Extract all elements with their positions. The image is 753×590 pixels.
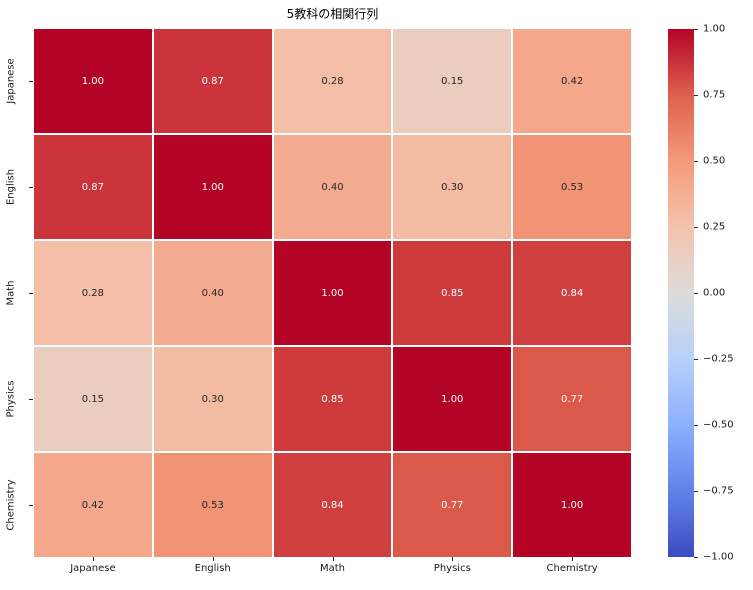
heatmap-cell: 0.28 [273, 29, 392, 133]
x-tick-mark [212, 557, 214, 561]
heatmap-cell: 0.40 [153, 241, 272, 345]
y-tick-mark [29, 81, 33, 82]
colorbar-tick-mark [694, 359, 698, 360]
heatmap-cell: 0.53 [513, 135, 631, 239]
x-tick-mark [452, 557, 454, 561]
colorbar-tick-label: 0.75 [703, 89, 726, 101]
heatmap-cell: 0.28 [34, 241, 152, 345]
y-tick-mark [29, 505, 33, 506]
colorbar-tick-mark [694, 227, 698, 228]
x-axis-label: Chemistry [546, 563, 598, 574]
heatmap-cell: 0.84 [513, 241, 631, 345]
colorbar-tick-mark [694, 95, 698, 96]
y-tick-mark [29, 399, 33, 400]
heatmap-cell: 0.40 [273, 135, 392, 239]
heatmap: 1.00 0.87 0.28 0.15 0.42 0.87 1.00 0.40 0.30 0.53… [34, 29, 631, 557]
colorbar-tick-label: 1.00 [703, 23, 726, 35]
y-axis-label: Physics [5, 380, 17, 418]
heatmap-cell: 0.85 [273, 347, 392, 451]
colorbar-tick-mark [694, 161, 698, 162]
colorbar-tick-mark [694, 293, 698, 294]
heatmap-cell: 1.00 [153, 135, 272, 239]
heatmap-cell: 0.84 [273, 453, 392, 557]
heatmap-cell: 0.30 [393, 135, 512, 239]
y-axis-label: Japanese [5, 58, 17, 104]
colorbar-tick-mark [694, 491, 698, 492]
heatmap-cell: 0.87 [34, 135, 152, 239]
heatmap-cell: 1.00 [393, 347, 512, 451]
colorbar-tick-label: 0.50 [703, 155, 726, 167]
colorbar-axis: 1.00 0.75 0.50 0.25 0.00 −0.25 −0.50 −0.75 −1.00 [694, 24, 753, 563]
colorbar-tick-label: 0.25 [703, 221, 726, 233]
x-axis-label: Physics [433, 563, 471, 574]
heatmap-cell: 0.87 [153, 29, 272, 133]
heatmap-cell: 0.42 [513, 29, 631, 133]
y-axis-label: Math [5, 280, 17, 306]
y-tick-mark [29, 293, 33, 294]
heatmap-cell: 1.00 [273, 241, 392, 345]
heatmap-cell: 1.00 [513, 453, 631, 557]
colorbar-tick-label: 0.00 [703, 287, 726, 299]
heatmap-cell: 0.30 [153, 347, 272, 451]
y-axis-label: English [5, 168, 17, 206]
colorbar [668, 29, 694, 557]
heatmap-cell: 0.77 [393, 453, 512, 557]
chart-title: 5教科の相関行列 [286, 7, 379, 21]
x-axis-label: English [194, 563, 231, 574]
x-axis: Japanese English Math Physics Chemistry [34, 563, 631, 579]
heatmap-cell: 0.42 [34, 453, 152, 557]
heatmap-cell: 0.15 [34, 347, 152, 451]
x-axis-label: Math [319, 563, 346, 574]
y-axis: Japanese English Math Physics Chemistry [0, 29, 30, 557]
x-tick-mark [332, 557, 334, 561]
colorbar-tick-label: −0.25 [703, 353, 734, 365]
colorbar-tick-label: −0.75 [703, 485, 734, 497]
heatmap-cell: 0.53 [153, 453, 272, 557]
colorbar-tick-label: −0.50 [703, 419, 734, 431]
x-tick-mark [92, 557, 94, 561]
colorbar-tick-mark [694, 29, 698, 30]
heatmap-cell: 0.85 [393, 241, 512, 345]
colorbar-tick-label: −1.00 [703, 551, 734, 563]
colorbar-tick-mark [694, 557, 698, 558]
heatmap-cell: 0.77 [513, 347, 631, 451]
heatmap-cell: 1.00 [34, 29, 152, 133]
y-tick-mark [29, 187, 33, 188]
colorbar-tick-mark [694, 425, 698, 426]
heatmap-cell: 0.15 [393, 29, 512, 133]
x-axis-label: Japanese [70, 563, 116, 574]
y-axis-label: Chemistry [5, 479, 17, 531]
x-tick-mark [572, 557, 574, 561]
